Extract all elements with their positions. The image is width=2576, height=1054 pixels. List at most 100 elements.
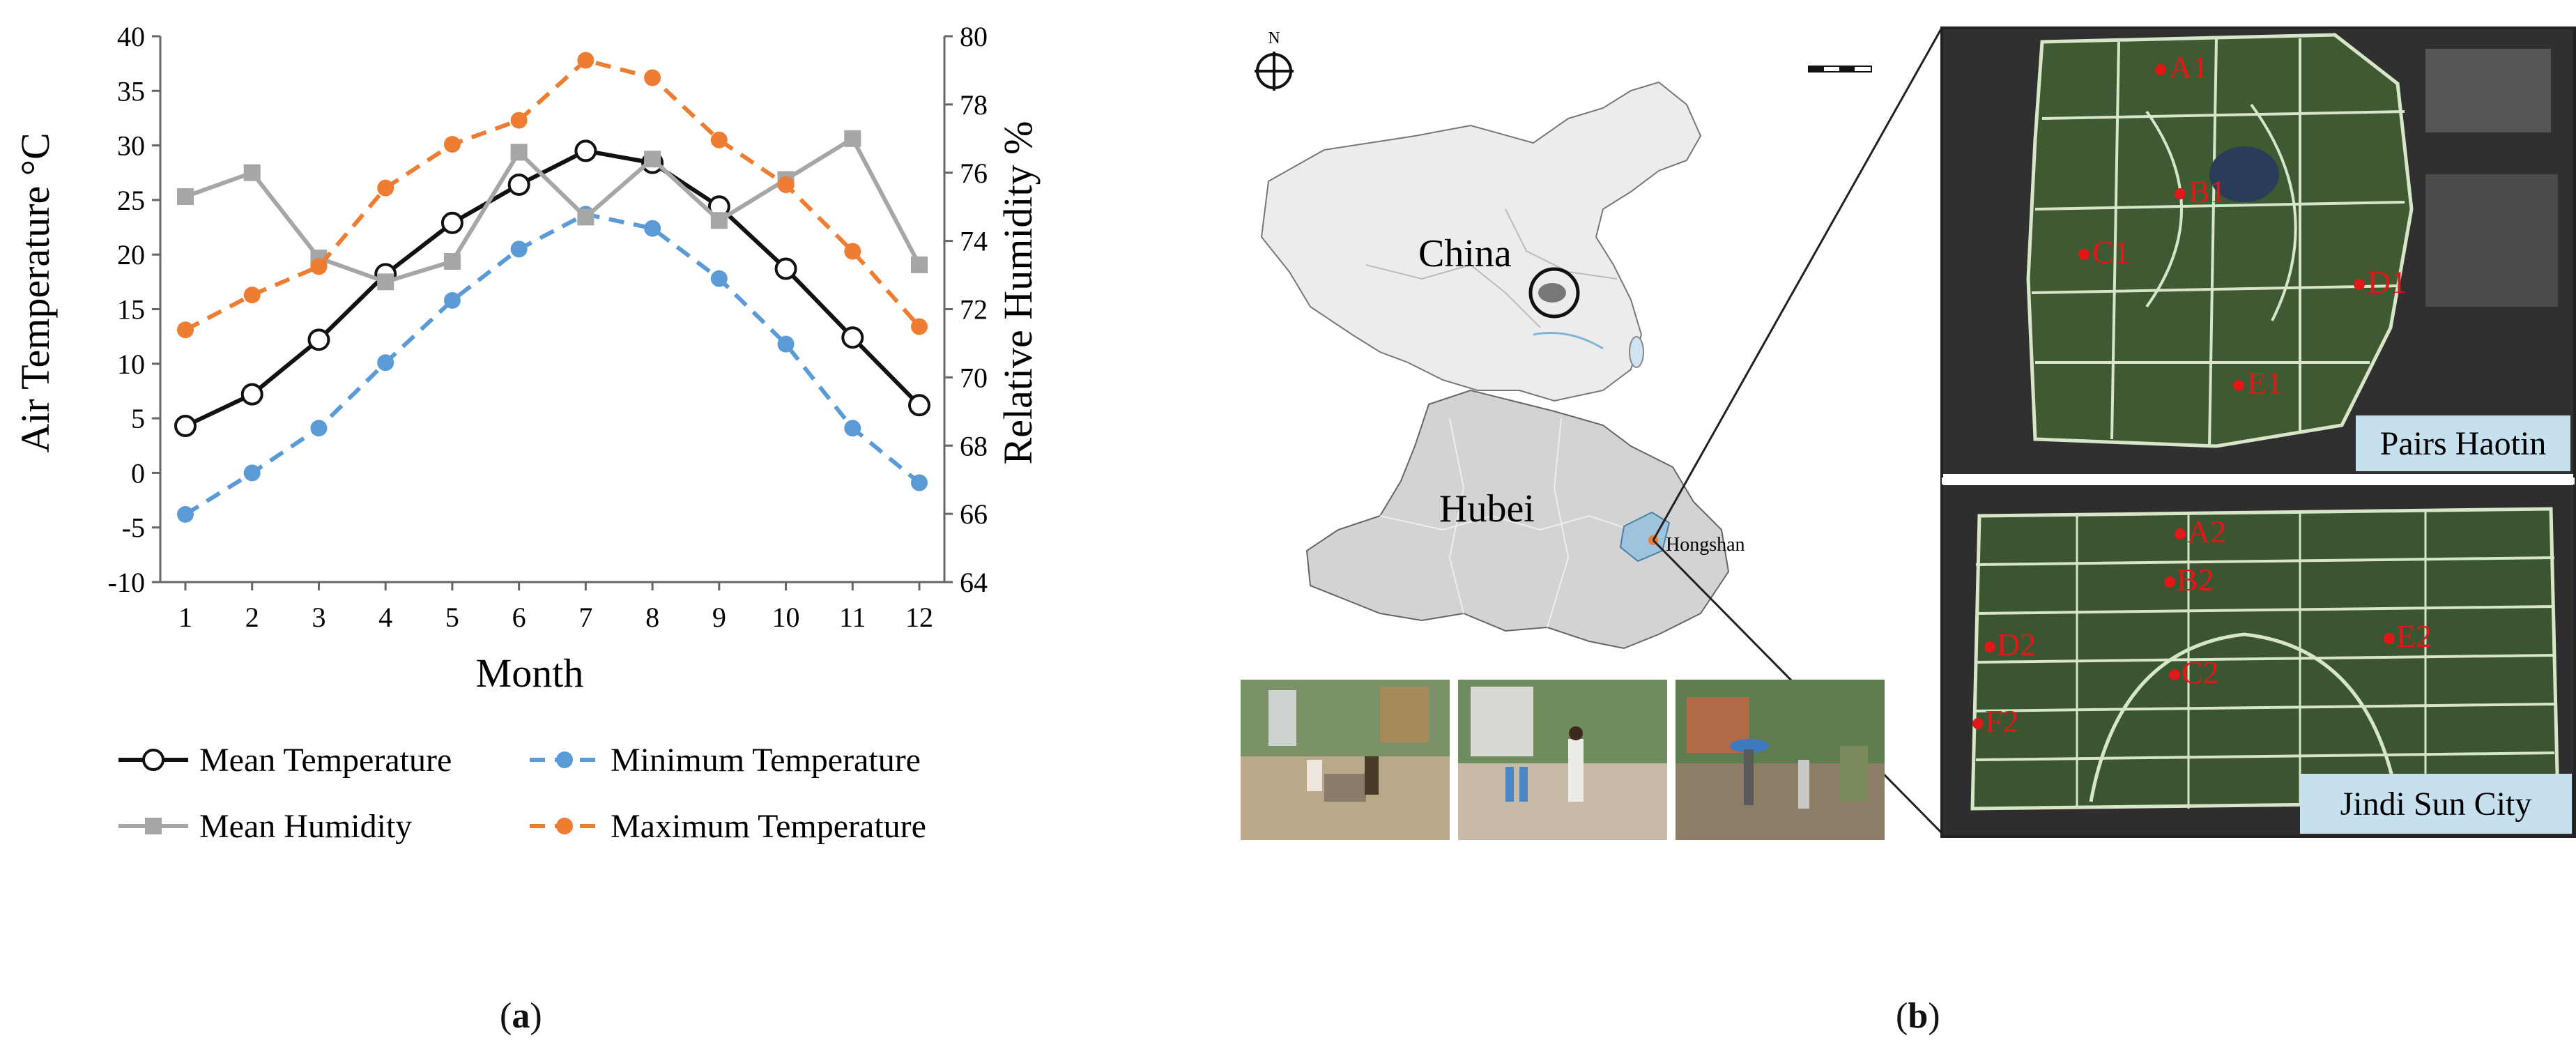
data-point [777,335,795,353]
x-tick-label: 7 [578,602,592,633]
svg-text:C1: C1 [2092,234,2130,270]
hubei-map-shape [1305,389,1730,650]
data-point [240,383,263,406]
svg-text:A1: A1 [2169,49,2208,85]
data-point [510,144,528,161]
data-point [844,243,861,260]
series-line [184,135,921,284]
data-point [644,69,661,86]
data-point [310,420,328,437]
china-label: China [1418,232,1512,275]
site-photo-2 [1458,680,1667,840]
data-point [243,287,261,304]
y2-axis-label: Relative Humidity % [995,121,1041,465]
y-tick-label: 0 [131,457,145,489]
y-tick-label: 40 [117,21,145,52]
data-point [841,326,864,349]
x-tick-label: 9 [712,602,726,633]
data-point [644,151,661,168]
site2-label: Jindi Sun City [2340,786,2532,823]
data-point [577,208,595,226]
data-point [710,131,728,148]
site-photo-3 [1676,680,1885,840]
hubei-label: Hubei [1439,487,1535,530]
caption-a: (a) [500,996,542,1036]
svg-text:E1: E1 [2247,365,2283,401]
y2-tick-label: 78 [960,89,988,121]
site-photo-1 [1241,680,1450,840]
series-line [184,148,921,428]
china-map-shape [1260,81,1702,402]
data-point [307,328,330,351]
x-tick-label: 3 [312,602,325,633]
data-point [310,258,328,275]
x-tick-label: 2 [245,602,259,633]
site2-sample-points: A2 B2 C2 D2 E2 F2 [1972,514,2432,739]
y2-tick-label: 70 [960,362,988,393]
legend-marker [142,749,164,771]
svg-text:N: N [1268,29,1280,47]
data-point [644,220,661,237]
data-point [510,112,528,129]
site1-sample-points: A1 B1 C1 D1 E1 [2078,49,2407,401]
data-point [443,252,461,270]
data-point [774,257,797,280]
x-tick-label: 5 [445,602,459,633]
y2-tick-label: 66 [960,498,988,530]
legend-label: Mean Temperature [199,742,452,779]
legend-marker [145,818,162,834]
svg-text:D2: D2 [1997,627,2036,662]
y-tick-label: 5 [131,403,145,434]
y2-tick-label: 72 [960,294,988,326]
data-point [710,270,728,287]
svg-text:F2: F2 [1985,703,2019,739]
legend-label: Mean Humidity [199,808,412,845]
data-point [911,474,928,491]
x-tick-label: 8 [645,602,659,633]
y2-tick-label: 80 [960,21,988,52]
x-axis-label: Month [476,650,584,696]
data-point [911,256,928,273]
hubei-locator-circle [1528,267,1580,319]
site1-label: Pairs Haotin [2380,425,2547,462]
y2-tick-label: 76 [960,158,988,189]
north-arrow-icon: N [1255,29,1294,91]
data-point [443,291,461,309]
y-tick-label: 35 [117,75,145,107]
data-point [777,176,795,193]
data-point [440,211,463,234]
svg-text:B2: B2 [2177,562,2214,597]
y2-tick-label: 74 [960,226,988,257]
x-tick-label: 6 [512,602,526,633]
x-tick-label: 1 [178,602,192,633]
series-line [184,58,921,332]
y-tick-label: 30 [117,130,145,162]
data-point [844,420,861,437]
satellite-image-pairs-haotin [1942,28,2575,474]
data-point [574,139,597,162]
data-point [177,505,194,523]
svg-text:B1: B1 [2188,174,2226,209]
svg-text:C2: C2 [2182,655,2219,690]
data-point [911,318,928,335]
legend-label: Maximum Temperature [611,808,926,845]
scale-bar [1808,66,1872,72]
data-point [377,354,394,372]
svg-text:A2: A2 [2187,514,2226,549]
data-point [443,136,461,153]
hongshan-label: Hongshan [1666,534,1745,556]
x-tick-label: 11 [839,602,866,633]
data-point [177,321,194,339]
legend-marker [556,751,573,768]
data-point [177,188,194,206]
legend-marker [556,818,573,834]
y-tick-label: 25 [117,185,145,216]
x-tick-label: 10 [772,602,800,633]
y-tick-label: -10 [108,567,145,598]
data-point [174,415,197,438]
y-tick-label: 15 [117,294,145,326]
y2-tick-label: 64 [960,567,988,598]
svg-text:E2: E2 [2396,618,2432,654]
y-tick-label: 10 [117,349,145,380]
svg-text:D1: D1 [2368,264,2407,300]
